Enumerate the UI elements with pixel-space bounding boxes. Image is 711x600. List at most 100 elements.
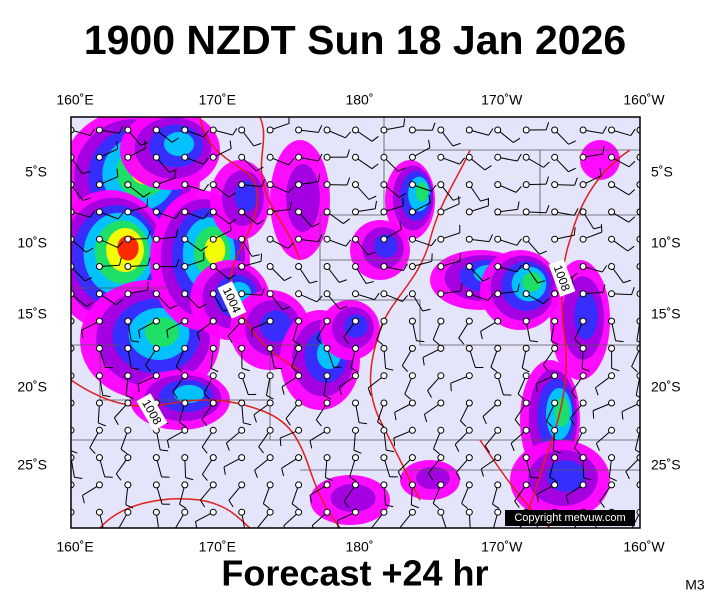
barb-flag bbox=[353, 449, 362, 454]
barb-station bbox=[266, 426, 274, 434]
barb-flag bbox=[599, 500, 605, 508]
barb-flag bbox=[602, 125, 607, 134]
barb-station bbox=[295, 426, 303, 434]
barb-station bbox=[522, 372, 530, 380]
barb-flag bbox=[371, 136, 379, 142]
barb-flag bbox=[545, 205, 550, 213]
barb-flag bbox=[309, 280, 318, 284]
barb-station bbox=[238, 426, 246, 434]
barb-station bbox=[266, 181, 274, 189]
barb-flag bbox=[116, 168, 119, 177]
barb-station bbox=[152, 481, 160, 489]
barb-flag bbox=[284, 276, 292, 282]
barb-station bbox=[124, 235, 132, 243]
barb-station bbox=[551, 454, 559, 462]
barb-station bbox=[295, 399, 303, 407]
barb-flag bbox=[623, 279, 632, 284]
barb-flag bbox=[367, 251, 376, 256]
barb-station bbox=[95, 372, 103, 380]
barb-flag bbox=[175, 366, 183, 373]
barb-station bbox=[608, 426, 616, 434]
barb-station bbox=[238, 153, 246, 161]
barb-station bbox=[124, 508, 132, 516]
barb-station bbox=[579, 181, 587, 189]
barb-station bbox=[408, 372, 416, 380]
barb-flag bbox=[118, 125, 124, 134]
barb-station bbox=[608, 181, 616, 189]
barb-flag bbox=[458, 337, 465, 345]
barb-flag bbox=[513, 137, 521, 143]
barb-station bbox=[380, 344, 388, 352]
barb-station bbox=[266, 317, 274, 325]
barb-station bbox=[238, 372, 246, 380]
barb-flag bbox=[203, 183, 209, 191]
barb-flag bbox=[169, 168, 178, 173]
barb-station bbox=[152, 235, 160, 243]
barb-station bbox=[209, 344, 217, 352]
barb-flag bbox=[169, 304, 178, 310]
barb-station bbox=[323, 317, 331, 325]
barb-flag bbox=[542, 364, 549, 372]
barb-station bbox=[380, 181, 388, 189]
barb-flag bbox=[102, 394, 111, 398]
barb-flag bbox=[228, 192, 236, 198]
barb-flag bbox=[203, 212, 209, 220]
barb-flag bbox=[569, 418, 575, 426]
barb-station bbox=[437, 426, 445, 434]
barb-station bbox=[380, 508, 388, 516]
barb-flag bbox=[336, 520, 339, 528]
right-lat-label: 15˚S bbox=[651, 306, 681, 322]
precip-blob bbox=[260, 310, 292, 342]
bottom-lon-label: 170˚E bbox=[199, 539, 236, 555]
barb-station bbox=[437, 317, 445, 325]
barb-station bbox=[266, 399, 274, 407]
right-lat-label: 20˚S bbox=[651, 379, 681, 395]
barb-station bbox=[465, 290, 473, 298]
barb-flag bbox=[492, 503, 500, 509]
barb-flag bbox=[517, 393, 525, 400]
barb-flag bbox=[609, 477, 617, 482]
barb-flag bbox=[568, 167, 576, 173]
barb-flag bbox=[432, 502, 440, 509]
barb-flag bbox=[545, 176, 549, 185]
barb-flag bbox=[602, 145, 605, 155]
barb-station bbox=[266, 508, 274, 516]
barb-station bbox=[380, 317, 388, 325]
barb-flag bbox=[346, 177, 351, 186]
barb-flag bbox=[343, 218, 351, 224]
barb-flag bbox=[339, 279, 347, 283]
barb-station bbox=[124, 454, 132, 462]
barb-flag bbox=[258, 446, 264, 454]
barb-flag bbox=[431, 122, 436, 131]
barb-flag bbox=[175, 258, 180, 267]
precip-blob bbox=[144, 317, 180, 347]
barb-station bbox=[124, 481, 132, 489]
barb-station bbox=[579, 481, 587, 489]
barb-flag bbox=[427, 139, 431, 148]
barb-station bbox=[181, 372, 189, 380]
barb-station bbox=[522, 317, 530, 325]
right-lat-label: 5˚S bbox=[651, 164, 673, 180]
barb-station bbox=[522, 208, 530, 216]
barb-flag bbox=[196, 332, 201, 341]
barb-flag bbox=[592, 410, 595, 419]
barb-station bbox=[437, 126, 445, 134]
barb-flag bbox=[143, 140, 147, 149]
barb-station bbox=[152, 344, 160, 352]
barb-flag bbox=[343, 336, 349, 345]
barb-flag bbox=[345, 239, 352, 247]
barb-flag bbox=[232, 127, 238, 136]
barb-station bbox=[238, 399, 246, 407]
barb-flag bbox=[115, 473, 122, 481]
barb-station bbox=[380, 235, 388, 243]
barb-station bbox=[608, 126, 616, 134]
barb-station bbox=[124, 426, 132, 434]
barb-station bbox=[522, 181, 530, 189]
barb-station bbox=[181, 126, 189, 134]
precip-blob bbox=[204, 235, 226, 265]
barb-station bbox=[465, 508, 473, 516]
right-lat-label: 10˚S bbox=[651, 235, 681, 251]
barb-station bbox=[408, 454, 416, 462]
barb-flag bbox=[482, 277, 491, 282]
